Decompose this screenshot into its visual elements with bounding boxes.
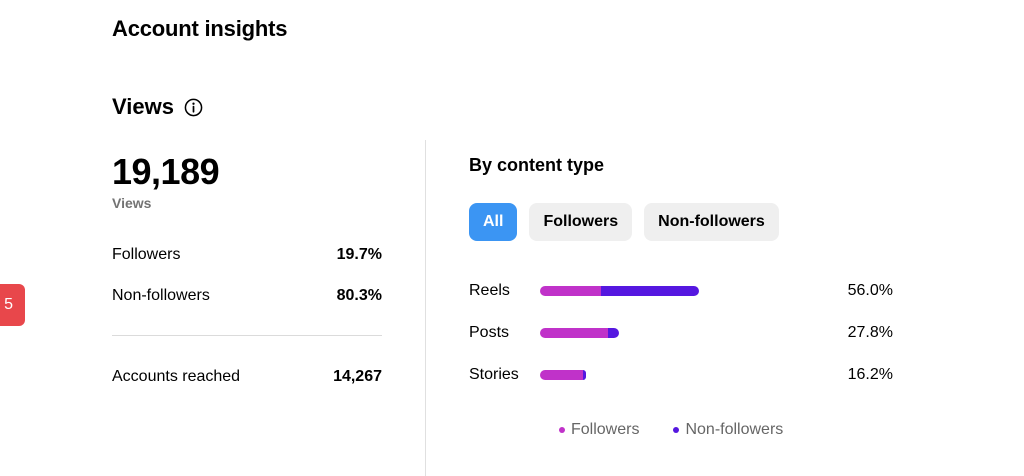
content-row-label: Stories — [469, 366, 519, 383]
views-total: 19,189 — [112, 151, 220, 192]
filter-tabs: All Followers Non-followers — [469, 203, 779, 241]
views-summary: 19,189 Views Followers 19.7% Non-followe… — [112, 150, 382, 385]
followers-label: Followers — [112, 246, 181, 263]
notification-badge[interactable]: 5 — [0, 284, 25, 326]
content-row-label: Posts — [469, 324, 510, 341]
followers-bar-segment — [540, 328, 609, 338]
chart-legend: Followers Non-followers — [559, 421, 783, 439]
nonfollowers-row: Non-followers 80.3% — [112, 287, 382, 305]
nonfollowers-label: Non-followers — [112, 287, 210, 304]
content-bar — [540, 286, 834, 296]
page-title: Account insights — [112, 16, 288, 41]
nonfollowers-bar-segment — [608, 328, 620, 338]
nonfollowers-bar-segment — [600, 286, 699, 296]
accounts-reached-value: 14,267 — [333, 368, 382, 385]
filter-followers-button[interactable]: Followers — [529, 203, 633, 241]
nonfollowers-bar-segment — [583, 370, 587, 380]
content-type-title: By content type — [469, 155, 605, 175]
legend-label: Non-followers — [685, 421, 784, 438]
followers-bar-segment — [540, 370, 584, 380]
legend-label: Followers — [571, 421, 640, 438]
content-row-posts: Posts 27.8% — [469, 321, 893, 345]
followers-bar-segment — [540, 286, 601, 296]
info-icon[interactable] — [184, 98, 203, 117]
content-type-panel: By content type All Followers Non-follow… — [469, 155, 899, 438]
filter-nonfollowers-button[interactable]: Non-followers — [644, 203, 779, 241]
nonfollowers-pct: 80.3% — [336, 287, 382, 304]
divider — [112, 335, 382, 336]
filter-all-button[interactable]: All — [469, 203, 518, 241]
content-bar — [540, 328, 834, 338]
legend-dot — [559, 427, 565, 433]
content-row-pct: 56.0% — [847, 282, 893, 299]
followers-pct: 19.7% — [336, 246, 382, 263]
content-bar — [540, 370, 834, 380]
content-row-stories: Stories 16.2% — [469, 363, 893, 387]
legend-followers: Followers — [559, 421, 639, 439]
legend-nonfollowers: Non-followers — [673, 421, 783, 439]
views-section-title: Views — [112, 94, 203, 120]
accounts-reached-row: Accounts reached 14,267 — [112, 368, 382, 386]
followers-row: Followers 19.7% — [112, 246, 382, 264]
views-total-label: Views — [112, 195, 152, 212]
views-title: Views — [112, 94, 174, 119]
content-row-label: Reels — [469, 282, 510, 299]
content-row-pct: 16.2% — [847, 366, 893, 383]
legend-dot — [673, 427, 680, 433]
accounts-reached-label: Accounts reached — [112, 368, 241, 385]
content-row-reels: Reels 56.0% — [469, 279, 893, 303]
content-row-pct: 27.8% — [847, 324, 893, 341]
column-divider — [425, 140, 426, 476]
